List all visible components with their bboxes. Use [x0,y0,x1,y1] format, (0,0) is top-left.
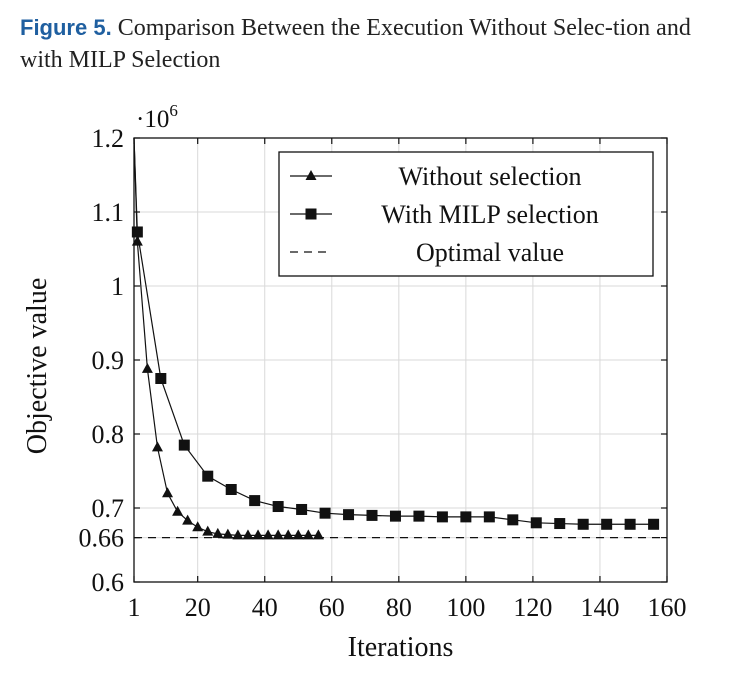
point-with-milp-selection [530,517,542,529]
y-tick-label: 0.9 [92,346,125,375]
point-with-milp-selection [131,226,143,238]
point-without-selection [212,527,224,538]
point-with-milp-selection [296,503,308,515]
point-without-selection [172,505,184,516]
y-tick-label: 0.66 [79,524,125,553]
point-with-milp-selection [436,511,448,523]
point-with-milp-selection [601,518,613,530]
y-tick-label: 0.7 [92,494,125,523]
y-axis-label: Objective value [22,278,53,454]
point-without-selection [252,529,264,540]
y-axis-multiplier: ·106 [136,101,178,133]
x-tick-label: 40 [252,593,278,622]
y-tick-label: 1.1 [92,198,125,227]
legend-label-optimal-value: Optimal value [416,238,564,267]
y-tick-label: 1 [111,272,124,301]
point-without-selection [151,441,163,452]
x-tick-label: 160 [648,593,687,622]
y-tick-label: 1.2 [92,124,125,153]
point-with-milp-selection [178,439,190,451]
point-with-milp-selection [249,495,261,507]
point-with-milp-selection [319,507,331,519]
point-without-selection [202,525,214,536]
point-without-selection [262,529,274,540]
point-with-milp-selection [577,518,589,530]
point-without-selection [232,529,244,540]
x-tick-label: 20 [185,593,211,622]
y-tick-label: 0.8 [92,420,125,449]
point-without-selection [282,529,294,540]
point-with-milp-selection [272,501,284,513]
legend-triangle-icon [305,170,317,180]
legend-label-without-selection: Without selection [398,162,581,191]
y-tick-label: 0.6 [92,568,125,597]
x-tick-label: 120 [513,593,552,622]
figure-label: Figure 5. [20,15,112,40]
point-without-selection [192,521,204,532]
legend: Without selection With MILP selection Op… [278,151,654,277]
point-without-selection [141,362,153,373]
point-with-milp-selection [202,470,214,482]
x-tick-label: 140 [580,593,619,622]
point-with-milp-selection [507,514,519,526]
point-with-milp-selection [413,510,425,522]
figure-caption: Figure 5. Comparison Between the Executi… [20,12,710,76]
point-with-milp-selection [155,373,167,384]
point-with-milp-selection [225,484,237,495]
point-without-selection [162,487,174,498]
point-with-milp-selection [343,509,355,521]
point-with-milp-selection [554,518,566,530]
point-with-milp-selection [389,510,401,522]
point-without-selection [312,529,324,540]
legend-square-icon [305,208,317,220]
figure-caption-text: Comparison Between the Execution Without… [20,15,691,73]
point-without-selection [272,529,284,540]
tick-layer: 1 20 40 60 80 100 120 140 1600.60.660.70.80.911.… [79,124,687,622]
x-tick-label: 80 [386,593,412,622]
point-without-selection [302,529,314,540]
point-with-milp-selection [624,518,636,530]
legend-box [278,151,654,277]
x-axis-label: Iterations [348,632,454,663]
y-multiplier-base: ·10 [136,106,169,133]
point-with-milp-selection [460,511,472,523]
point-with-milp-selection [648,518,660,530]
x-tick-label: 60 [319,593,345,622]
legend-label-with-milp-selection: With MILP selection [381,200,599,229]
legend-swatches [290,170,332,253]
point-with-milp-selection [366,509,378,521]
series-layer [131,137,660,540]
x-tick-label: 100 [446,593,485,622]
point-without-selection [222,528,234,539]
point-with-milp-selection [483,511,495,523]
point-without-selection [292,529,304,540]
y-multiplier-exponent: 6 [169,101,178,120]
point-without-selection [182,514,194,525]
x-tick-label: 1 [128,593,141,622]
point-without-selection [242,529,254,540]
